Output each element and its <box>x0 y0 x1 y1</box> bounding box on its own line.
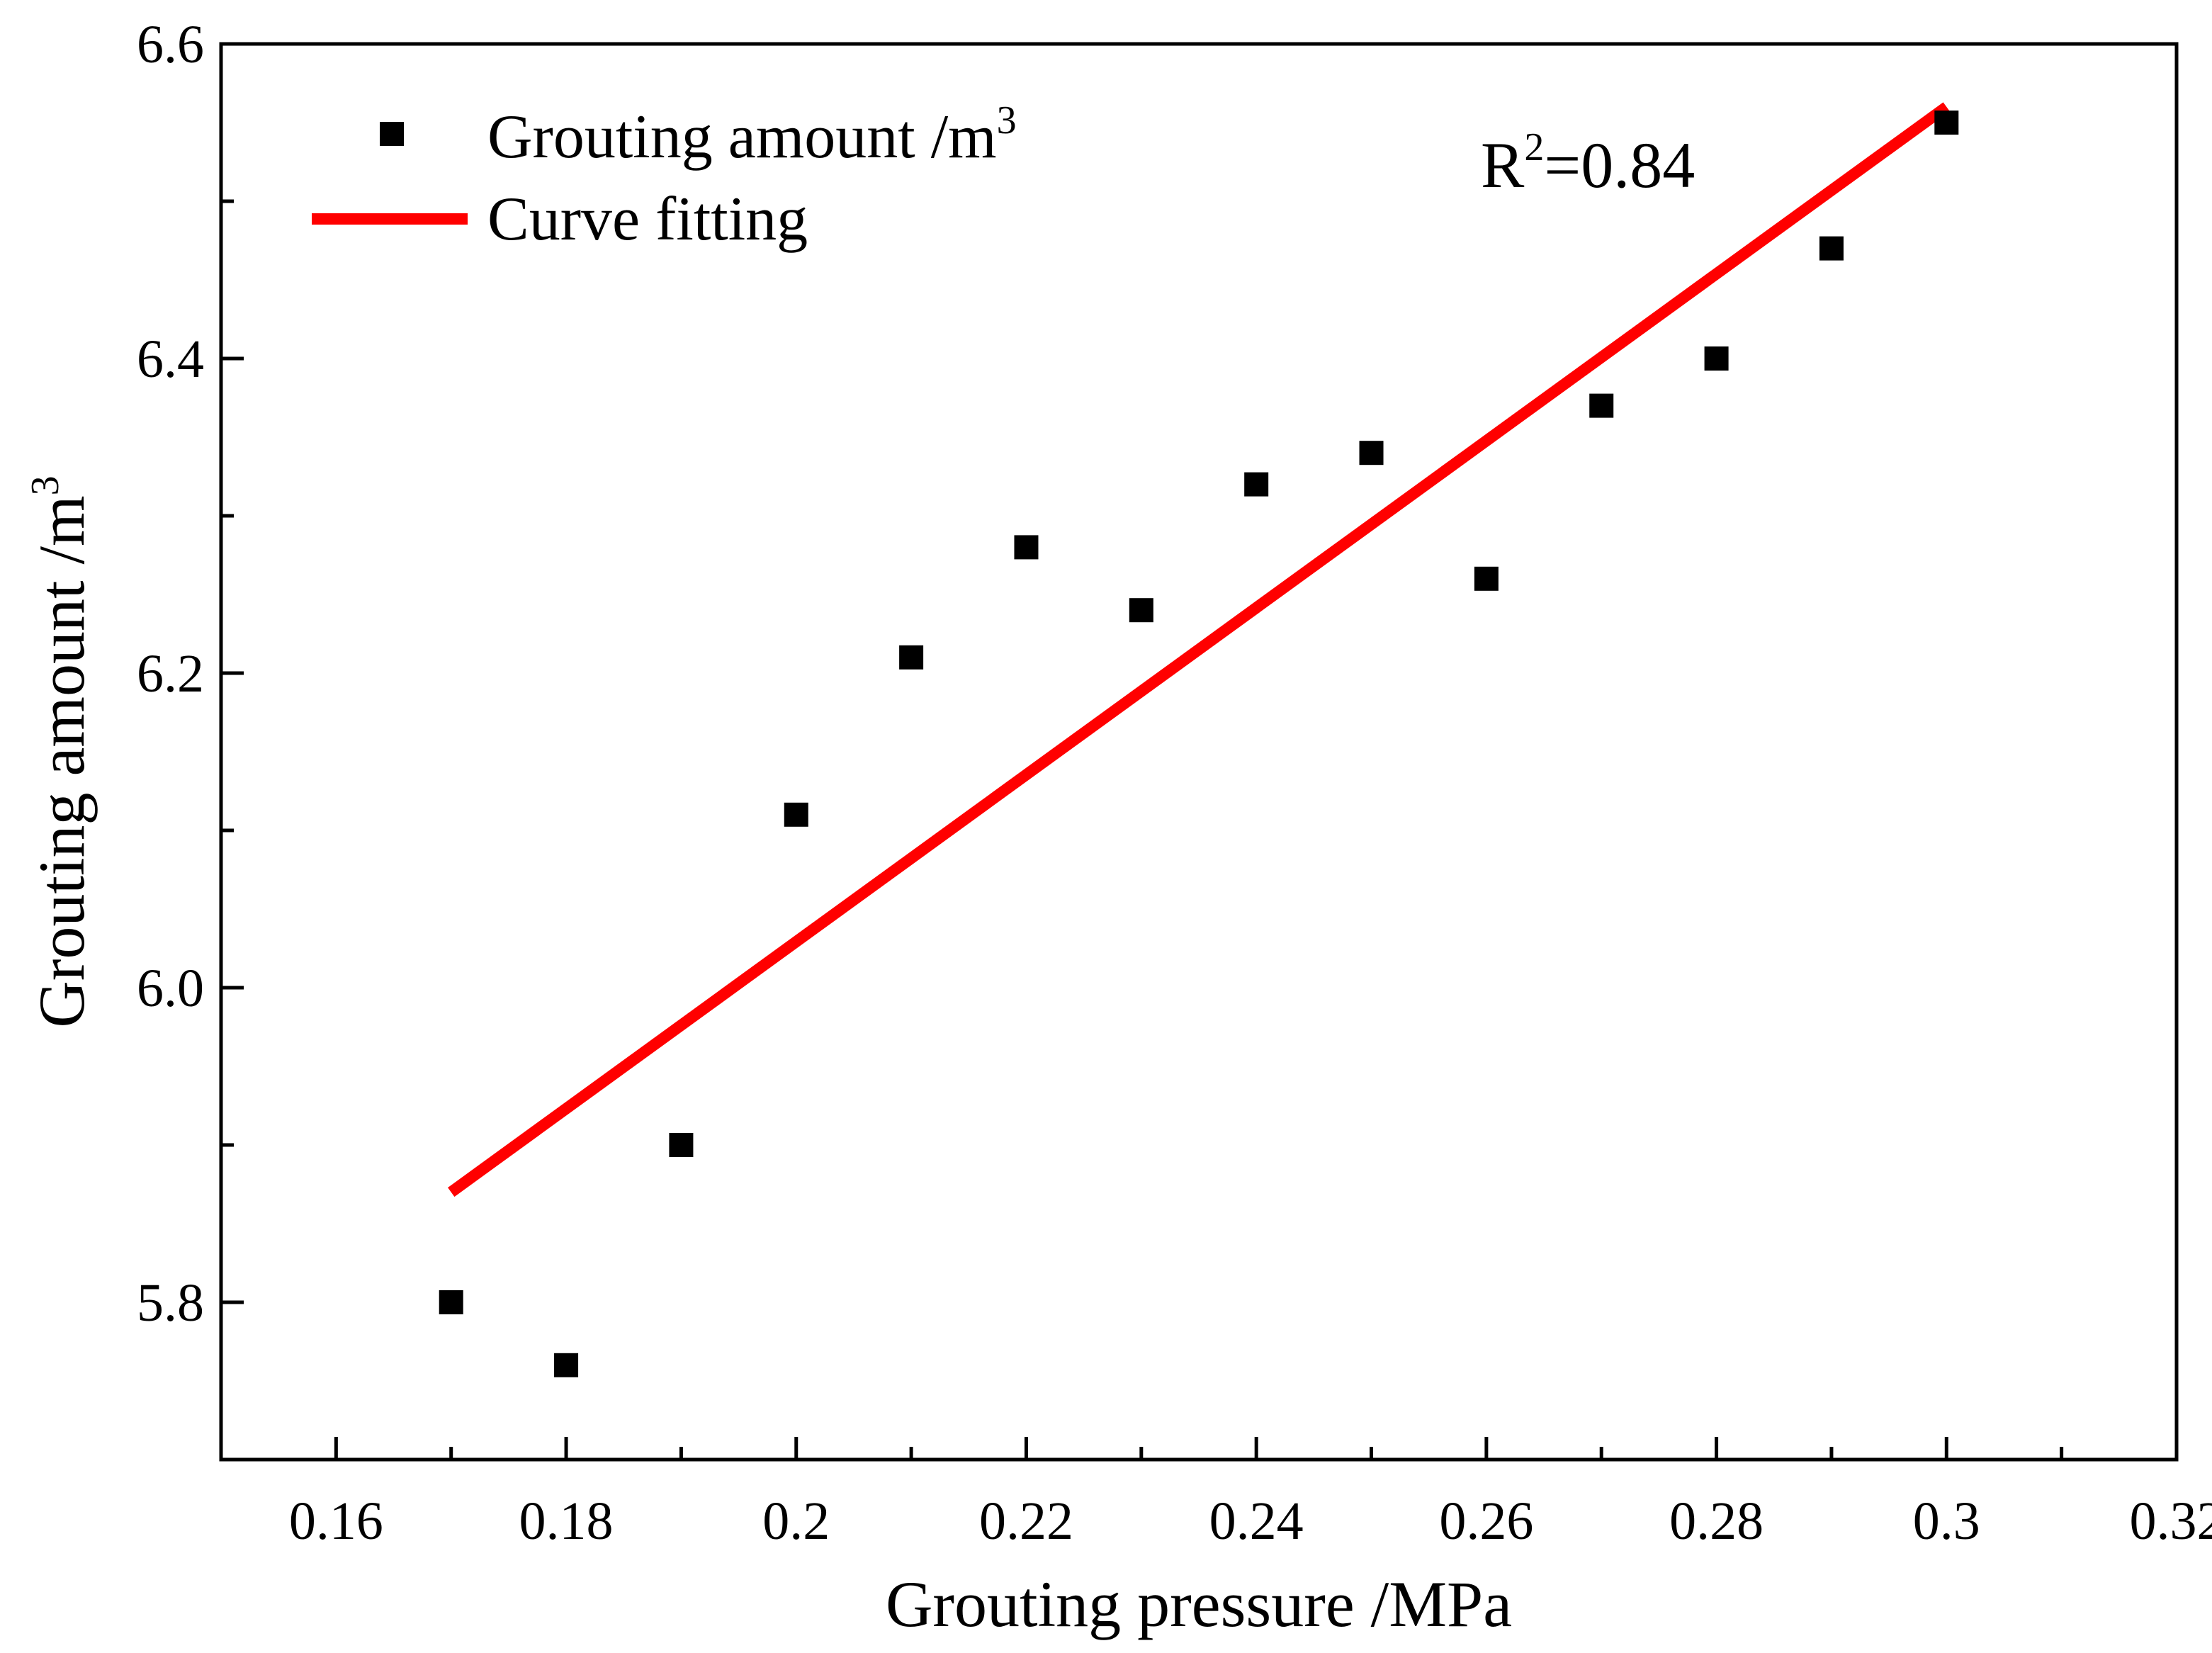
data-point-0p19 <box>669 1133 694 1157</box>
data-point-0p21 <box>899 645 924 670</box>
x-axis-ticks: 0.16 0.18 0.2 0.22 0.24 0.26 0.28 0.3 0.32 <box>289 1437 2212 1551</box>
fit-line-layer <box>448 102 1950 1197</box>
x-tick-label: 0.16 <box>289 1491 383 1551</box>
y-axis-label-text: Grouting amount /m <box>26 495 98 1027</box>
y-tick-label: 6.4 <box>137 329 204 389</box>
fit-line <box>448 102 1950 1197</box>
data-point-0p23 <box>1129 598 1153 623</box>
r-squared-superscript: 2 <box>1524 125 1544 169</box>
x-tick-label: 0.18 <box>519 1491 614 1551</box>
x-tick-label: 0.26 <box>1439 1491 1533 1551</box>
r-squared-value: =0.84 <box>1544 129 1695 201</box>
x-tick-label: 0.2 <box>762 1491 830 1551</box>
x-tick-label: 0.22 <box>979 1491 1073 1551</box>
legend-label-superscript: 3 <box>997 98 1017 142</box>
y-axis-ticks: 5.8 6.0 6.2 6.4 6.6 <box>137 15 244 1333</box>
x-tick-label: 0.24 <box>1209 1491 1304 1551</box>
x-tick-label: 0.3 <box>1913 1491 1980 1551</box>
legend-label-curve-fitting: Curve fitting <box>487 185 808 254</box>
data-point-0p18 <box>554 1353 579 1377</box>
data-point-0p17 <box>439 1290 463 1314</box>
x-axis-label: Grouting pressure /MPa <box>886 1568 1512 1640</box>
r-squared-annotation: R2=0.84 <box>1481 125 1695 201</box>
x-tick-label: 0.28 <box>1669 1491 1764 1551</box>
legend-marker-square <box>380 122 404 146</box>
plot-frame <box>219 42 2179 1462</box>
data-point-0p3 <box>1934 111 1959 135</box>
data-point-0p2 <box>784 802 808 827</box>
data-point-0p26 <box>1474 566 1499 591</box>
y-tick-label: 6.6 <box>137 15 204 74</box>
legend-label-text: Grouting amount /m <box>487 103 997 171</box>
data-point-0p22 <box>1014 535 1039 560</box>
data-point-0p29 <box>1819 236 1844 261</box>
y-tick-label: 6.0 <box>137 959 204 1018</box>
legend: Grouting amount /m3 Curve fitting <box>312 98 1017 254</box>
y-tick-label: 5.8 <box>137 1273 204 1333</box>
y-axis-label-superscript: 3 <box>23 475 67 495</box>
r-squared-prefix: R <box>1481 129 1525 201</box>
data-point-0p27 <box>1589 393 1614 418</box>
data-points <box>439 111 1959 1377</box>
legend-label-grouting-amount: Grouting amount /m3 <box>487 98 1017 171</box>
y-tick-label: 6.2 <box>137 644 204 704</box>
data-point-0p24 <box>1244 472 1269 497</box>
y-axis-label: Grouting amount /m3 <box>23 475 98 1027</box>
data-point-0p25 <box>1359 441 1384 466</box>
x-tick-label: 0.32 <box>2130 1491 2212 1551</box>
data-point-0p28 <box>1704 346 1729 371</box>
